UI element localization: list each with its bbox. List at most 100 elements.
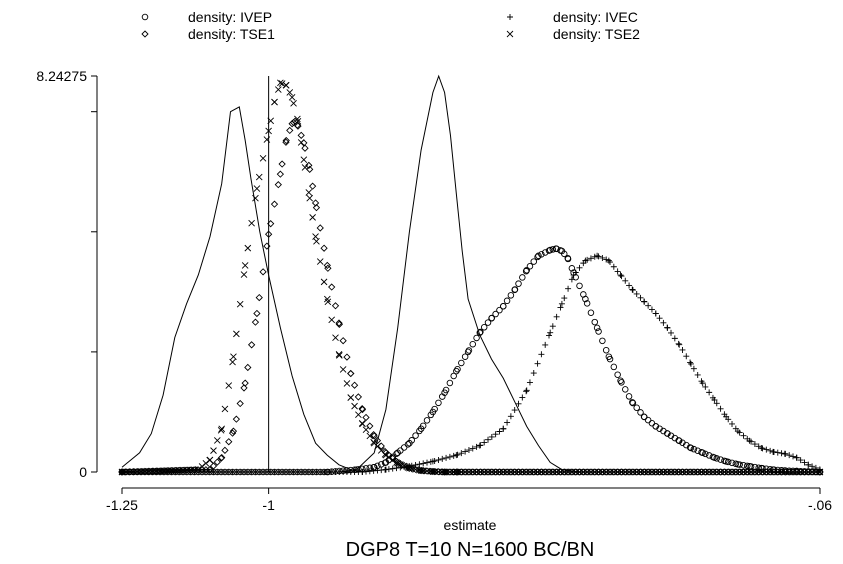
- data-point-ivec: [549, 323, 556, 330]
- data-point-ivec: [618, 273, 625, 280]
- data-point-ivec: [652, 310, 659, 317]
- data-point-tse1: [347, 369, 355, 378]
- data-point-ivec: [729, 420, 736, 427]
- data-point-ivec: [717, 405, 724, 412]
- data-point-tse1: [236, 399, 244, 408]
- data-point-ivec: [576, 264, 583, 271]
- data-point-ivec: [629, 287, 636, 294]
- data-point-ivec: [439, 455, 446, 462]
- data-point-ivec: [614, 268, 621, 275]
- data-point-ivec: [607, 259, 614, 266]
- data-point-ivec: [473, 443, 480, 450]
- data-point-tse2: [255, 173, 263, 181]
- data-point-tse2: [366, 432, 374, 440]
- data-point-tse1: [328, 283, 336, 291]
- data-point-ivec: [683, 353, 690, 360]
- data-point-ivec: [698, 378, 705, 385]
- data-point-ivep: [427, 411, 435, 419]
- data-point-ivec: [385, 466, 392, 473]
- data-point-tse2: [210, 447, 217, 454]
- data-point-tse1: [288, 120, 296, 128]
- data-point-tse2: [286, 89, 294, 96]
- data-point-tse2: [282, 81, 290, 89]
- data-point-ivec: [629, 286, 636, 293]
- data-point-ivep: [633, 404, 640, 411]
- data-point-tse1: [244, 363, 252, 372]
- data-point-tse1: [217, 454, 225, 462]
- data-point-ivec: [477, 442, 484, 449]
- data-point-ivep: [507, 292, 515, 299]
- data-point-ivep: [458, 359, 465, 367]
- data-point-ivec: [389, 465, 396, 472]
- data-point-ivep: [614, 371, 621, 378]
- series-line-1: [338, 74, 580, 473]
- data-point-ivec: [694, 371, 701, 378]
- data-point-ivec: [721, 411, 728, 418]
- data-point-ivep: [404, 441, 412, 448]
- data-point-ivec: [454, 451, 461, 458]
- data-point-ivep: [606, 355, 614, 363]
- series-ivep: [118, 245, 824, 476]
- data-point-tse1: [213, 458, 221, 466]
- data-point-tse2: [385, 453, 393, 461]
- data-point-tse2: [362, 426, 370, 434]
- data-point-ivep: [698, 449, 705, 456]
- data-point-ivec: [427, 458, 434, 465]
- data-point-ivec: [557, 304, 564, 311]
- data-point-tse2: [417, 467, 425, 474]
- data-point-tse1: [221, 446, 229, 454]
- legend: density: IVEP density: IVEC density: TSE1 d…: [141, 9, 640, 42]
- data-point-ivec: [393, 465, 400, 472]
- series-ivec: [119, 252, 823, 475]
- data-point-ivec: [641, 298, 648, 305]
- data-point-tse2: [389, 456, 397, 464]
- data-point-tse1: [225, 438, 233, 446]
- data-point-tse2: [816, 468, 824, 476]
- data-point-tse1: [240, 384, 248, 392]
- data-point-ivec: [675, 340, 682, 347]
- data-point-ivep: [450, 372, 457, 380]
- data-point-tse2: [320, 278, 328, 286]
- data-point-tse1: [228, 429, 237, 437]
- data-point-tse2: [347, 394, 355, 401]
- data-point-ivep: [492, 310, 499, 318]
- axes: 0 8.24275 -1.25 -1 -.06: [36, 68, 832, 513]
- data-point-ivec: [453, 452, 460, 459]
- data-point-ivec: [587, 255, 594, 262]
- data-point-tse1: [323, 261, 331, 270]
- data-point-tse1: [289, 118, 298, 127]
- data-point-ivec: [511, 407, 518, 414]
- data-point-ivec: [462, 448, 469, 455]
- legend-label-ivep: density: IVEP: [188, 9, 272, 25]
- data-point-ivep: [618, 379, 625, 386]
- data-point-tse2: [453, 468, 460, 476]
- data-point-ivec: [530, 370, 537, 377]
- data-point-tse1: [286, 126, 294, 135]
- data-point-ivec: [584, 256, 591, 263]
- data-point-ivep: [400, 444, 408, 451]
- data-point-tse2: [313, 237, 320, 245]
- data-point-ivec: [671, 335, 678, 342]
- data-point-tse2: [355, 411, 362, 419]
- data-point-ivec: [515, 400, 522, 407]
- data-point-tse2: [267, 117, 275, 125]
- data-point-ivec: [523, 387, 530, 394]
- data-point-tse1: [301, 144, 309, 152]
- data-point-ivep: [477, 328, 484, 336]
- data-point-tse2: [277, 79, 284, 87]
- data-point-ivep: [465, 347, 473, 354]
- data-point-ivec: [568, 276, 575, 283]
- data-point-ivep: [602, 346, 610, 354]
- data-point-tse1: [267, 220, 275, 228]
- data-point-tse1: [331, 302, 340, 310]
- data-point-ivep: [625, 393, 633, 400]
- data-point-ivec: [797, 457, 804, 464]
- data-point-ivep: [522, 267, 530, 275]
- data-point-ivep: [694, 447, 701, 454]
- data-point-ivep: [648, 419, 656, 427]
- data-point-tse1: [320, 244, 328, 252]
- data-point-ivec: [748, 438, 755, 445]
- data-point-ivep: [702, 450, 709, 458]
- y-tick-label: 0: [79, 464, 87, 480]
- data-point-ivep: [686, 444, 694, 451]
